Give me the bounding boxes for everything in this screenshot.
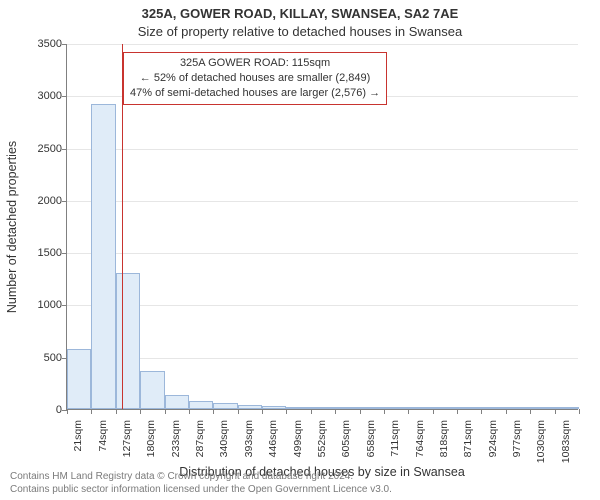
xtick-mark <box>262 409 263 414</box>
xtick-mark <box>555 409 556 414</box>
footer-attribution: Contains HM Land Registry data © Crown c… <box>10 471 392 496</box>
ytick-label: 1000 <box>22 299 62 311</box>
histogram-bar <box>506 407 530 409</box>
xtick-label: 180sqm <box>145 420 157 457</box>
xtick-mark <box>311 409 312 414</box>
xtick-mark <box>457 409 458 414</box>
xtick-mark <box>384 409 385 414</box>
xtick-label: 711sqm <box>389 420 401 457</box>
chart-title-sub: Size of property relative to detached ho… <box>0 24 600 39</box>
ytick-label: 500 <box>22 352 62 364</box>
xtick-mark <box>506 409 507 414</box>
histogram-bar <box>213 403 237 409</box>
gridline-h <box>67 358 578 359</box>
xtick-label: 1083sqm <box>560 420 572 463</box>
footer-line-2: Contains public sector information licen… <box>10 484 392 497</box>
xtick-label: 924sqm <box>487 420 499 457</box>
xtick-mark <box>91 409 92 414</box>
xtick-label: 605sqm <box>340 420 352 457</box>
xtick-label: 446sqm <box>267 420 279 457</box>
histogram-bar <box>238 405 262 409</box>
xtick-mark <box>335 409 336 414</box>
xtick-label: 818sqm <box>438 420 450 457</box>
gridline-h <box>67 149 578 150</box>
xtick-mark <box>213 409 214 414</box>
annotation-line1: 325A GOWER ROAD: 115sqm <box>130 56 380 71</box>
ytick-mark <box>62 253 67 254</box>
histogram-bar <box>262 406 286 409</box>
histogram-bar <box>140 371 164 409</box>
xtick-label: 871sqm <box>462 420 474 457</box>
gridline-h <box>67 201 578 202</box>
xtick-mark <box>67 409 68 414</box>
xtick-mark <box>238 409 239 414</box>
xtick-mark <box>116 409 117 414</box>
xtick-label: 287sqm <box>194 420 206 457</box>
ytick-mark <box>62 305 67 306</box>
ytick-label: 3500 <box>22 38 62 50</box>
histogram-bar <box>457 407 481 409</box>
histogram-bar <box>555 407 579 409</box>
ytick-mark <box>62 44 67 45</box>
xtick-label: 1030sqm <box>535 420 547 463</box>
ytick-label: 2000 <box>22 195 62 207</box>
histogram-bar <box>165 395 189 409</box>
xtick-mark <box>530 409 531 414</box>
xtick-mark <box>408 409 409 414</box>
gridline-h <box>67 253 578 254</box>
xtick-label: 552sqm <box>316 420 328 457</box>
histogram-bar <box>91 104 115 409</box>
histogram-bar <box>189 401 213 409</box>
xtick-label: 127sqm <box>121 420 133 457</box>
histogram-bar <box>116 273 140 409</box>
xtick-label: 658sqm <box>365 420 377 457</box>
histogram-bar <box>408 407 432 409</box>
chart-title-main: 325A, GOWER ROAD, KILLAY, SWANSEA, SA2 7… <box>0 6 600 21</box>
xtick-mark <box>286 409 287 414</box>
gridline-h <box>67 305 578 306</box>
xtick-label: 393sqm <box>243 420 255 457</box>
ytick-label: 0 <box>22 404 62 416</box>
ytick-mark <box>62 201 67 202</box>
footer-line-1: Contains HM Land Registry data © Crown c… <box>10 471 392 484</box>
histogram-bar <box>286 407 310 409</box>
histogram-bar <box>530 407 554 409</box>
xtick-label: 233sqm <box>170 420 182 457</box>
ytick-label: 2500 <box>22 143 62 155</box>
histogram-bar <box>384 407 408 409</box>
histogram-bar <box>335 407 359 409</box>
xtick-mark <box>433 409 434 414</box>
histogram-bar <box>360 407 384 409</box>
chart-container: 325A, GOWER ROAD, KILLAY, SWANSEA, SA2 7… <box>0 0 600 500</box>
annotation-box: 325A GOWER ROAD: 115sqm← 52% of detached… <box>123 52 387 105</box>
ytick-mark <box>62 96 67 97</box>
y-axis-label: Number of detached properties <box>5 141 19 313</box>
xtick-label: 977sqm <box>511 420 523 457</box>
xtick-mark <box>360 409 361 414</box>
histogram-bar <box>481 407 505 409</box>
xtick-label: 764sqm <box>414 420 426 457</box>
ytick-label: 3000 <box>22 90 62 102</box>
xtick-mark <box>165 409 166 414</box>
ytick-mark <box>62 149 67 150</box>
ytick-label: 1500 <box>22 247 62 259</box>
annotation-line3: 47% of semi-detached houses are larger (… <box>130 86 380 101</box>
xtick-label: 499sqm <box>292 420 304 457</box>
annotation-line2: ← 52% of detached houses are smaller (2,… <box>130 71 380 86</box>
xtick-label: 21sqm <box>72 420 84 452</box>
xtick-label: 340sqm <box>218 420 230 457</box>
xtick-mark <box>579 409 580 414</box>
xtick-mark <box>481 409 482 414</box>
gridline-h <box>67 44 578 45</box>
histogram-bar <box>311 407 335 409</box>
xtick-mark <box>189 409 190 414</box>
xtick-mark <box>140 409 141 414</box>
histogram-bar <box>67 349 91 409</box>
histogram-bar <box>433 407 457 409</box>
xtick-label: 74sqm <box>97 420 109 452</box>
plot-area: 325A GOWER ROAD: 115sqm← 52% of detached… <box>66 44 578 410</box>
